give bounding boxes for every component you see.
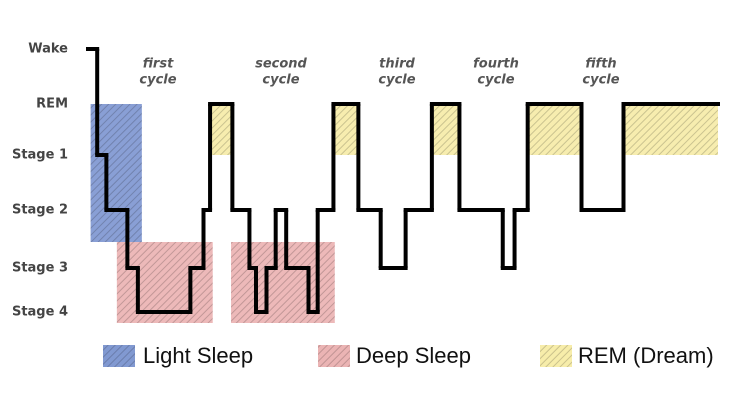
legend-item: Deep Sleep xyxy=(318,343,471,368)
sleep-band xyxy=(431,104,460,155)
sleep-band xyxy=(116,242,213,323)
band-hatch xyxy=(116,242,213,323)
cycle-label: third xyxy=(379,57,415,72)
sleep-band xyxy=(623,104,718,155)
cycle-label: second xyxy=(255,57,307,72)
cycle-label: fourth xyxy=(473,57,519,72)
cycle-label: cycle xyxy=(582,73,619,88)
band-hatch xyxy=(210,104,233,155)
cycle-label: cycle xyxy=(262,73,299,88)
band-hatch xyxy=(431,104,460,155)
cycle-label: cycle xyxy=(378,73,415,88)
y-tick-label: Stage 2 xyxy=(12,203,68,218)
sleep-band xyxy=(333,104,359,155)
cycle-label: cycle xyxy=(477,73,514,88)
sleep-band xyxy=(527,104,582,155)
legend-label: Deep Sleep xyxy=(356,343,471,368)
band-hatch xyxy=(333,104,359,155)
cycle-label: cycle xyxy=(139,73,176,88)
y-tick-label: Stage 3 xyxy=(12,261,68,276)
y-tick-label: REM xyxy=(36,97,68,112)
legend-swatch-hatch xyxy=(103,345,135,367)
legend-swatch-hatch xyxy=(318,345,350,367)
band-hatch xyxy=(527,104,582,155)
legend-item: Light Sleep xyxy=(103,343,253,368)
legend-swatch-hatch xyxy=(540,345,572,367)
sleep-band xyxy=(210,104,233,155)
y-tick-label: Wake xyxy=(28,42,68,57)
legend-item: REM (Dream) xyxy=(540,343,714,368)
y-tick-label: Stage 1 xyxy=(12,148,68,163)
legend-label: Light Sleep xyxy=(143,343,253,368)
cycle-label: first xyxy=(143,57,174,72)
cycle-label: fifth xyxy=(585,57,616,72)
legend-label: REM (Dream) xyxy=(578,343,714,368)
y-tick-label: Stage 4 xyxy=(12,305,68,320)
band-hatch xyxy=(623,104,718,155)
